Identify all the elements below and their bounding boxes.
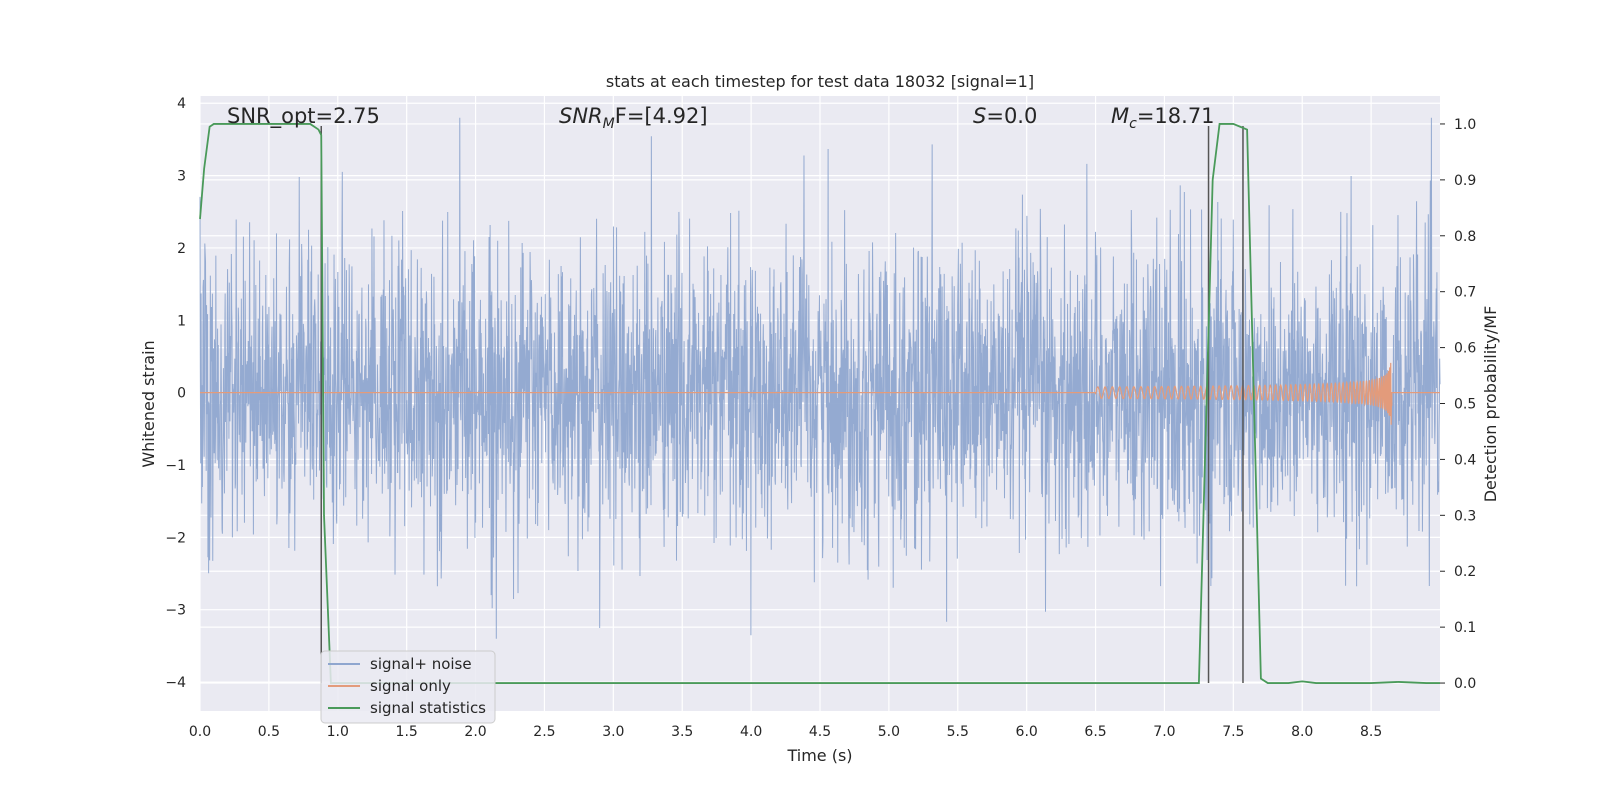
y-tick-label: 4 [177,96,186,112]
y2-tick-label: 1.0 [1454,117,1476,133]
y2-axis-label: Detection probability/MF [1481,306,1500,503]
chart-title: stats at each timestep for test data 180… [606,72,1034,91]
y2-tick-label: 0.7 [1454,285,1476,301]
snr-mf-base: SNR [559,104,603,128]
y-tick-label: −3 [165,603,186,619]
annotation-s: S=0.0 [973,104,1037,128]
x-axis-label: Time (s) [786,746,852,765]
x-tick-label: 0.0 [189,724,211,740]
series-signal-statistics [199,123,1440,684]
y-axis-label: Whitened strain [139,340,158,467]
x-tick-label: 3.0 [602,724,624,740]
legend-label-signal: signal only [370,677,451,695]
y2-tick-label: 0.2 [1454,564,1476,580]
y-tick-label: −4 [165,675,186,691]
y2-tick-label: 0.3 [1454,508,1476,524]
stats-line [199,123,1440,684]
x-tick-label: 0.5 [258,724,280,740]
y-tick-label: −2 [165,530,186,546]
x-tick-labels: 0.0 0.5 1.0 1.5 2.0 2.5 3.0 3.5 4.0 4.5 5.0 5.5 6.0 6… [189,724,1382,740]
x-tick-label: 2.5 [533,724,555,740]
y-tick-label: 2 [177,241,186,257]
x-tick-label: 5.0 [878,724,900,740]
x-tick-label: 6.0 [1016,724,1038,740]
y-tick-label: −1 [165,458,186,474]
s-rest: =0.0 [986,104,1037,128]
x-tick-label: 7.0 [1153,724,1175,740]
s-base: S [973,104,986,128]
legend-box [320,650,496,724]
x-tick-label: 1.5 [396,724,418,740]
snr-mf-sub: M [603,116,615,132]
x-tick-label: 7.5 [1222,724,1244,740]
y-tick-label: 3 [177,169,186,185]
mc-base: M [1111,104,1129,128]
snr-mf-rest: F=[4.92] [615,104,708,128]
annotation-snr-mf: SNRMF=[4.92] [559,104,708,132]
x-tick-label: 1.0 [327,724,349,740]
y2-tick-label: 0.1 [1454,620,1476,636]
x-tick-label: 6.5 [1084,724,1106,740]
mc-rest: =18.71 [1137,104,1215,128]
x-tick-label: 4.5 [809,724,831,740]
mc-sub: c [1129,116,1137,132]
y2-tick-label: 0.0 [1454,676,1476,692]
series-signal-noise [199,117,1441,639]
x-tick-label: 8.0 [1291,724,1313,740]
y2-tick-label: 0.5 [1454,397,1476,413]
x-tick-label: 5.5 [947,724,969,740]
legend: signal+ noise signal only signal statist… [320,650,496,724]
x-tick-label: 4.0 [740,724,762,740]
x-tick-label: 2.0 [464,724,486,740]
y2-tick-label: 0.9 [1454,173,1476,189]
legend-label-noise: signal+ noise [370,655,472,673]
annotation-mc: Mc=18.71 [1111,104,1215,132]
x-tick-label: 3.5 [671,724,693,740]
y2-tick-label: 0.4 [1454,452,1476,468]
y2-tick-labels: 1.0 0.9 0.8 0.7 0.6 0.5 0.4 0.3 0.2 0.1 0.0 [1440,117,1476,692]
y2-tick-label: 0.6 [1454,341,1476,357]
y-tick-labels: 4 3 2 1 0 −1 −2 −3 −4 [165,96,186,691]
y-tick-label: 0 [177,386,186,402]
x-tick-label: 8.5 [1360,724,1382,740]
noise-line [199,117,1441,639]
y2-tick-label: 0.8 [1454,229,1476,245]
y-tick-label: 1 [177,313,186,329]
legend-label-stats: signal statistics [370,699,486,717]
annotation-snr-opt: SNR_opt=2.75 [227,104,380,129]
